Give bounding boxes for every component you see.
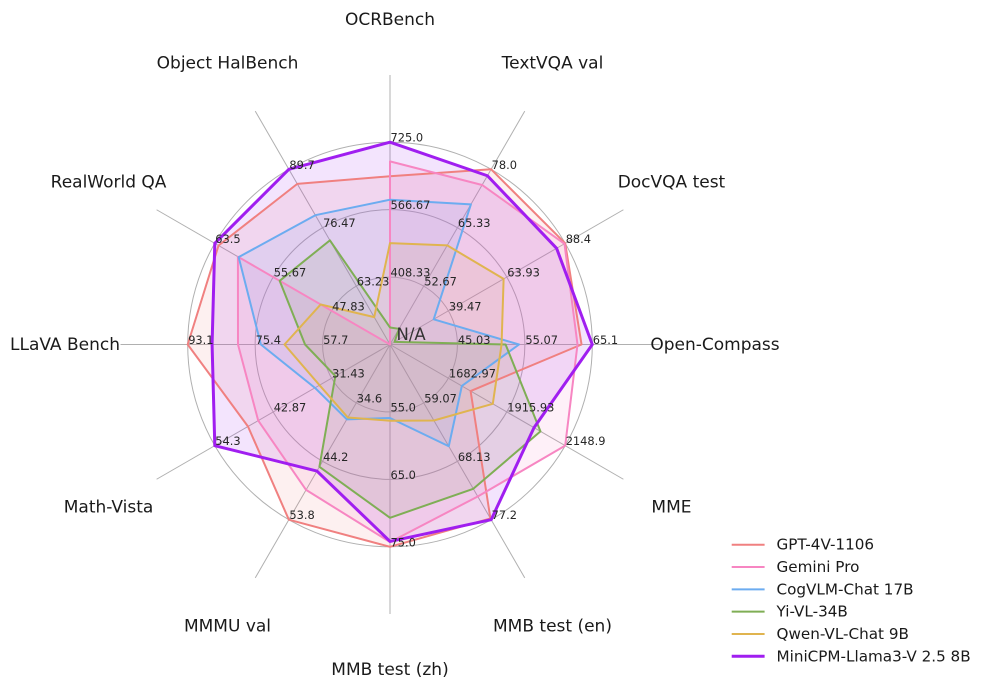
tick-label: 44.2 [323,450,348,464]
legend-label-Yi-VL-34B: Yi-VL-34B [776,603,848,621]
legend-label-CogVLM-Chat 17B: CogVLM-Chat 17B [777,580,914,598]
tick-label: 47.83 [332,299,365,313]
tick-label: 34.6 [357,391,382,405]
legend-label-Qwen-VL-Chat 9B: Qwen-VL-Chat 9B [777,625,909,643]
tick-label: 55.67 [274,266,307,280]
axis-title-TextVQA val: TextVQA val [501,54,604,74]
axis-title-Open-Compass: Open-Compass [650,335,779,355]
center-na-label: N/A [397,325,427,344]
tick-label: 77.2 [492,508,517,522]
axis-title-RealWorld QA: RealWorld QA [51,173,167,193]
tick-label: 39.47 [449,299,482,313]
tick-label: 53.8 [289,508,314,522]
tick-label: 1682.97 [449,367,496,381]
tick-label: 408.33 [391,266,431,280]
axis-title-MMB test (zh): MMB test (zh) [331,660,448,680]
tick-label: 89.7 [289,158,314,172]
tick-label: 59.07 [424,391,457,405]
series-fill-GPT-4V-1106 [187,169,582,547]
tick-label: 65.33 [458,216,491,230]
tick-label: 57.7 [323,333,348,347]
axis-spoke [254,110,391,345]
axis-spoke [389,209,624,345]
series-fill-Qwen-VL-Chat 9B [284,243,504,421]
tick-label: 65.0 [391,468,416,482]
axis-spoke [254,344,391,579]
series-line-MiniCPM-Llama3-V 2.5 8B [210,140,594,543]
series-lines [186,140,594,548]
axis-title-Math-Vista: Math-Vista [64,498,154,518]
axis-spoke [156,344,391,480]
tick-label: 55.0 [391,400,416,414]
tick-label: 54.3 [215,434,240,448]
tick-label: 52.67 [424,275,457,289]
tick-label: 63.5 [215,232,240,246]
tick-label: 725.0 [391,131,424,145]
axis-title-OCRBench: OCRBench [345,10,435,30]
axis-title-MMMU val: MMMU val [184,617,271,637]
tick-label: 75.0 [391,535,416,549]
tick-label: 55.07 [525,333,558,347]
tick-label: 42.87 [274,400,307,414]
axis-title-MME: MME [651,498,691,518]
tick-label: 78.0 [492,158,517,172]
axis-title-Object HalBench: Object HalBench [157,54,299,74]
tick-label: 566.67 [391,198,431,212]
series-line-Qwen-VL-Chat 9B [283,242,505,422]
series-line-Yi-VL-34B [278,239,542,519]
legend-label-MiniCPM-Llama3-V 2.5 8B: MiniCPM-Llama3-V 2.5 8B [777,647,971,665]
tick-label: 65.1 [593,333,618,347]
axis-spoke [389,110,526,345]
legend-label-Gemini Pro: Gemini Pro [777,558,860,576]
axis-title-MMB test (en): MMB test (en) [493,617,612,637]
tick-labels: 408.33 566.67 725.0 52.67 65.33 78.0 39.47 63.9… [188,131,618,550]
tick-label: 75.4 [256,333,281,347]
axis-titles: OCRBench TextVQA val DocVQA test Open-Compa… [10,10,780,680]
tick-label: 88.4 [566,232,591,246]
tick-label: 93.1 [188,333,213,347]
series-fill-CogVLM-Chat 17B [238,199,520,447]
axis-spoke [389,344,624,480]
axis-title-LLaVA Bench: LLaVA Bench [10,335,120,355]
legend: GPT-4V-1106 Gemini Pro CogVLM-Chat 17B Yi-V… [731,536,971,665]
tick-label: 2148.9 [566,434,606,448]
tick-label: 31.43 [332,367,365,381]
tick-label: 45.03 [458,333,491,347]
axis-spoke [389,344,526,579]
tick-label: 1915.93 [507,400,554,414]
tick-label: 68.13 [458,450,491,464]
tick-label: 63.23 [357,275,390,289]
tick-label: 63.93 [507,266,540,280]
tick-label: 76.47 [323,216,356,230]
axis-title-DocVQA test: DocVQA test [618,173,726,193]
series-line-CogVLM-Chat 17B [237,198,521,448]
legend-label-GPT-4V-1106: GPT-4V-1106 [777,536,875,554]
